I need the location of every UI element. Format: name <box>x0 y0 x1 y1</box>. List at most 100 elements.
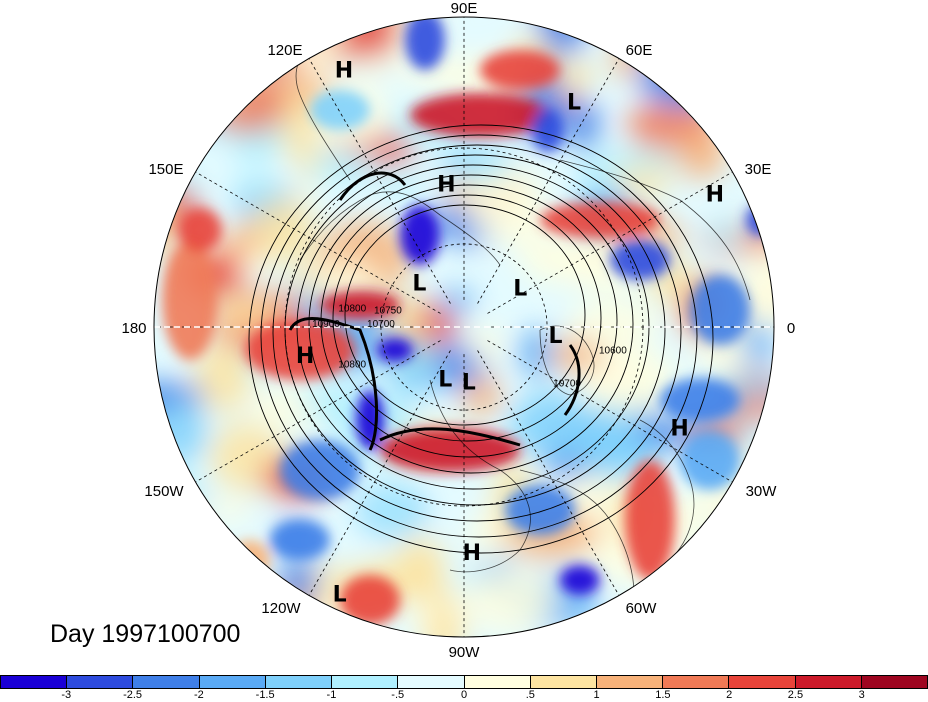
anomaly-patch <box>744 66 774 108</box>
anomaly-patch <box>154 45 238 113</box>
coastline <box>639 419 695 561</box>
lon-label-90e: 90E <box>451 0 478 17</box>
high-pressure-label: H <box>335 59 353 84</box>
height-contour <box>332 194 602 442</box>
high-pressure-label: H <box>706 183 724 208</box>
anomaly-core <box>532 108 564 152</box>
lat-lon-grid <box>154 17 774 637</box>
lon-label-30e: 30E <box>745 161 772 178</box>
temperature-anomaly-detail <box>162 17 774 625</box>
anomaly-core <box>280 440 360 500</box>
low-pressure-label: L <box>548 324 562 349</box>
colorbar-swatch <box>332 676 399 688</box>
height-contour <box>272 144 682 522</box>
anomaly-core <box>377 338 413 362</box>
anomaly-patch <box>517 329 557 377</box>
lon-label-180: 180 <box>121 320 146 337</box>
anomaly-patch <box>463 375 502 417</box>
meridian-line <box>477 350 620 596</box>
colorbar-tick-label: -.5 <box>391 689 405 701</box>
anomaly-core <box>405 17 445 70</box>
meridian-line <box>487 171 733 314</box>
anomaly-patch <box>739 248 774 316</box>
anomaly-patch <box>693 605 774 637</box>
anomaly-core <box>320 291 400 319</box>
colorbar-tick-label: 1.5 <box>655 689 671 701</box>
anomaly-patch <box>687 21 774 52</box>
anomaly-core <box>270 520 330 560</box>
jet-core-contour <box>563 344 581 416</box>
anomaly-patch <box>154 382 207 409</box>
colorbar-swatch <box>795 676 862 688</box>
meridian-line <box>308 58 451 304</box>
colorbar-swatch <box>861 676 928 688</box>
anomaly-patch <box>736 495 774 533</box>
contour-label: 10700 <box>367 319 395 330</box>
anomaly-core <box>245 320 355 380</box>
colorbar-swatch <box>729 676 796 688</box>
low-pressure-label: L <box>438 367 452 392</box>
map-border <box>153 16 775 638</box>
lon-label-60e: 60E <box>626 42 653 59</box>
colorbar-swatch <box>530 676 597 688</box>
anomaly-patch <box>686 601 754 636</box>
anomaly-patch <box>556 60 597 89</box>
high-pressure-label: H <box>463 541 481 566</box>
colorbar-tick-label: 1 <box>593 689 600 701</box>
anomaly-patch <box>213 17 244 48</box>
low-pressure-label: L <box>567 90 581 115</box>
map-title: Day 1997100700 <box>50 620 241 648</box>
coastline <box>539 325 595 396</box>
polar-stereographic-map: 10900 10800 10800 10750 10600 10700 10700 H H L H… <box>121 0 795 661</box>
anomaly-patch <box>154 83 215 106</box>
lon-label-30w: 30W <box>746 483 778 500</box>
anomaly-patch <box>180 95 227 139</box>
contour-label: 10800 <box>338 360 366 371</box>
meridian-line <box>487 340 733 483</box>
colorbar-tick-label: -1.5 <box>255 689 275 701</box>
low-pressure-label: L <box>462 370 476 395</box>
lon-label-150e: 150E <box>148 161 183 178</box>
coastline <box>429 379 531 573</box>
lon-label-0: 0 <box>787 320 795 337</box>
colorbar-tick-labels: -3 -2.5 -2 -1.5 -1 -.5 0 .5 1 1.5 2 2.5 3 <box>0 689 928 702</box>
anomaly-patch <box>170 546 229 583</box>
colorbar-tick-label: .5 <box>525 689 535 701</box>
anomaly-core <box>680 430 740 490</box>
anomaly-patch <box>579 344 677 415</box>
colorbar-swatch <box>398 676 465 688</box>
anomaly-core <box>410 93 550 137</box>
anomaly-patch <box>229 174 282 201</box>
anomaly-core <box>340 575 400 625</box>
colorbar-swatch <box>67 676 134 688</box>
coastline <box>299 191 501 266</box>
high-pressure-label: H <box>670 417 688 442</box>
colorbar-tick-label: -1 <box>326 689 337 701</box>
colorbar-tick-label: 3 <box>858 689 865 701</box>
anomaly-core <box>540 202 660 238</box>
meridian-line <box>195 340 441 483</box>
lon-label-150w: 150W <box>144 483 184 500</box>
anomaly-patch <box>310 150 380 183</box>
contour-label: 10900 <box>312 319 340 330</box>
colorbar-tick-label: 0 <box>460 689 468 701</box>
anomaly-core <box>230 540 270 580</box>
anomaly-patch <box>468 156 502 184</box>
colorbar-tick-label: -2 <box>193 689 204 701</box>
lon-label-120e: 120E <box>267 42 302 59</box>
meridian-line <box>308 350 451 596</box>
anomaly-patch <box>399 534 438 597</box>
low-pressure-label: L <box>513 277 527 302</box>
jet-core-contour <box>379 427 521 447</box>
colorbar-swatch <box>199 676 266 688</box>
anomaly-patch <box>192 341 252 413</box>
anomaly-core <box>610 240 670 280</box>
anomaly-patch <box>710 62 748 89</box>
anomaly-patch <box>154 17 195 43</box>
contour-label: 10750 <box>374 306 402 317</box>
anomaly-core <box>660 378 740 422</box>
anomaly-core <box>625 460 675 580</box>
colorbar-swatch <box>1 676 68 688</box>
colorbar-tick-label: -3 <box>61 689 72 701</box>
